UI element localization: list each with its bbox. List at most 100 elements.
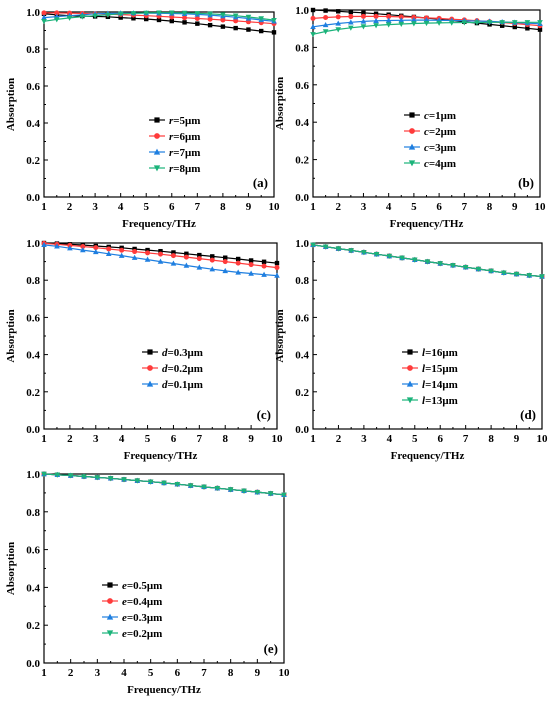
- legend-marker: [153, 148, 161, 155]
- data-point: [201, 484, 207, 490]
- x-tick-label: 1: [41, 433, 47, 445]
- data-point: [196, 256, 202, 262]
- data-point: [361, 10, 366, 16]
- y-axis-title: Absorption: [5, 309, 17, 362]
- data-point: [525, 26, 530, 31]
- data-point: [526, 273, 533, 279]
- legend-label: e=0.4μm: [122, 596, 162, 608]
- data-point: [67, 245, 73, 251]
- data-point: [373, 17, 379, 24]
- y-axis-title: Absorption: [274, 77, 286, 130]
- data-point: [348, 14, 354, 20]
- data-point: [499, 20, 505, 26]
- legend-marker: [154, 117, 160, 123]
- x-tick-label: 6: [169, 201, 175, 213]
- y-tick-label: 0.8: [26, 44, 40, 56]
- legend-label: l=14μm: [422, 379, 458, 391]
- data-point: [322, 29, 329, 35]
- data-point: [145, 250, 151, 256]
- legend: e=0.5μm e=0.4μm e=0.3μm e=0.2μm: [102, 580, 162, 640]
- legend-marker: [408, 143, 416, 150]
- data-point: [187, 483, 194, 489]
- data-point: [274, 272, 280, 278]
- x-tick-label: 3: [361, 433, 367, 445]
- data-point: [132, 249, 138, 255]
- data-point: [360, 18, 367, 24]
- data-point: [156, 10, 162, 16]
- data-point: [227, 487, 234, 493]
- data-point: [501, 270, 507, 276]
- y-tick-label: 1.0: [295, 238, 309, 250]
- data-point: [437, 261, 444, 267]
- x-tick-label: 10: [272, 433, 284, 445]
- y-tick-label: 0.2: [295, 155, 309, 167]
- data-point: [274, 265, 280, 271]
- data-point: [67, 473, 74, 479]
- data-point: [93, 245, 99, 251]
- data-point: [107, 476, 114, 482]
- data-point: [323, 14, 329, 20]
- data-point: [322, 21, 329, 28]
- x-axis-title: Frequency/THz: [391, 450, 465, 462]
- data-point: [241, 488, 247, 494]
- data-point: [436, 20, 442, 26]
- data-point: [54, 243, 60, 249]
- data-point: [119, 247, 125, 253]
- data-point: [361, 250, 367, 256]
- data-point: [144, 256, 151, 262]
- y-tick-label: 0.0: [26, 192, 40, 204]
- data-point: [248, 262, 254, 268]
- legend-label: l=15μm: [422, 363, 458, 375]
- data-point: [118, 15, 123, 20]
- data-point: [348, 25, 354, 31]
- x-tick-label: 7: [195, 201, 201, 213]
- data-point: [170, 253, 176, 259]
- data-point: [423, 20, 430, 27]
- data-point: [196, 264, 203, 270]
- x-tick-label: 8: [222, 433, 228, 445]
- data-point: [169, 14, 175, 20]
- data-point: [94, 475, 101, 481]
- data-point: [398, 14, 404, 20]
- data-point: [183, 254, 189, 260]
- x-tick-label: 6: [171, 433, 177, 445]
- legend-marker: [407, 365, 413, 371]
- data-point: [373, 23, 379, 29]
- data-point: [195, 21, 200, 26]
- data-point: [41, 471, 47, 477]
- x-tick-label: 2: [335, 201, 341, 213]
- y-tick-label: 0.2: [26, 155, 40, 167]
- x-tick-label: 3: [361, 201, 367, 213]
- data-point: [220, 24, 226, 29]
- data-point: [335, 14, 341, 20]
- y-tick-label: 0.8: [295, 42, 309, 54]
- data-point: [41, 241, 47, 248]
- legend-marker: [406, 380, 414, 387]
- x-tick-label: 7: [463, 433, 469, 445]
- y-tick-label: 0.0: [26, 424, 40, 436]
- data-point: [335, 246, 342, 252]
- data-point: [222, 259, 228, 265]
- y-tick-label: 0.2: [26, 620, 40, 632]
- x-tick-label: 4: [121, 667, 127, 679]
- data-point: [267, 491, 274, 497]
- data-point: [158, 248, 163, 254]
- y-tick-label: 1.0: [295, 5, 309, 17]
- data-point: [335, 20, 342, 26]
- data-point: [134, 478, 141, 484]
- legend-label: r=5μm: [169, 115, 200, 127]
- legend-label: c=3μm: [424, 142, 456, 154]
- data-point: [450, 263, 456, 269]
- data-point: [161, 480, 167, 486]
- x-tick-label: 9: [246, 201, 252, 213]
- y-tick-label: 0.4: [295, 350, 309, 362]
- x-tick-label: 7: [462, 201, 468, 213]
- x-tick-label: 5: [145, 433, 151, 445]
- data-point: [274, 260, 280, 266]
- data-point: [131, 254, 138, 260]
- legend-marker: [147, 365, 153, 371]
- legend-label: c=1μm: [424, 110, 456, 122]
- data-point: [411, 21, 417, 27]
- y-tick-label: 0.2: [26, 387, 40, 399]
- x-tick-label: 10: [535, 201, 547, 213]
